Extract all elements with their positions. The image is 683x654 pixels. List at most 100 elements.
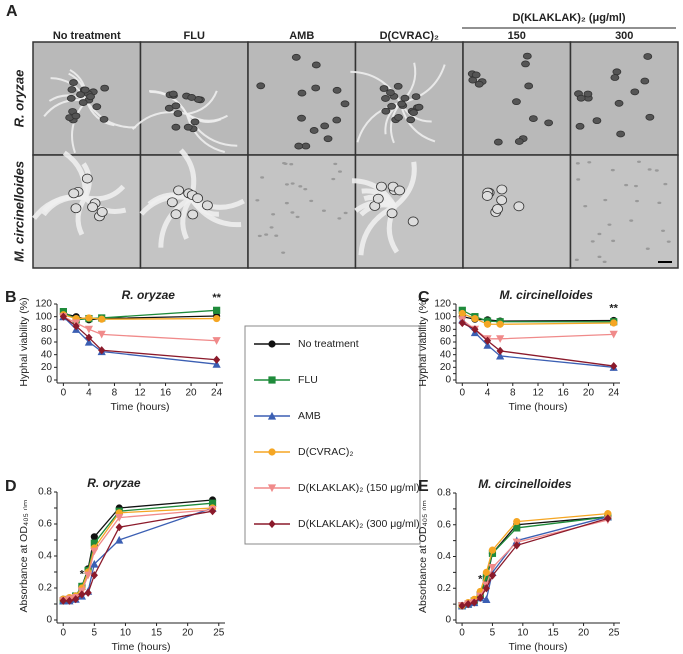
y-tick-label: 0 <box>46 615 52 626</box>
hypha <box>42 194 86 213</box>
spore <box>67 86 77 93</box>
spore <box>381 95 390 102</box>
spore <box>297 114 306 122</box>
spore <box>87 202 98 212</box>
marker <box>513 517 521 526</box>
spore <box>614 99 624 107</box>
x-tick-label: 25 <box>213 628 225 639</box>
spore <box>616 130 626 138</box>
spore <box>630 88 640 96</box>
spore <box>513 201 525 212</box>
marker <box>98 346 106 355</box>
x-tick-label: 10 <box>517 628 529 639</box>
marker <box>85 333 93 342</box>
spore <box>68 188 80 199</box>
x-tick-label: 24 <box>211 388 223 399</box>
series-line <box>461 319 614 368</box>
marker <box>458 318 466 328</box>
series-line <box>461 517 609 607</box>
chart-title: R. oryzae <box>87 476 141 490</box>
spore <box>512 98 521 106</box>
y-tick-label: 0 <box>445 615 451 626</box>
micrograph <box>247 154 357 269</box>
spore <box>633 184 638 188</box>
x-tick-label: 0 <box>460 388 466 399</box>
spore <box>496 195 508 205</box>
marker <box>90 533 98 541</box>
marker <box>496 320 504 328</box>
marker <box>482 573 490 581</box>
marker <box>482 595 491 603</box>
spore <box>337 217 342 220</box>
spore <box>407 216 419 227</box>
spore <box>393 82 403 90</box>
column-header: No treatment <box>53 30 121 42</box>
marker <box>482 568 490 576</box>
legend-marker <box>268 448 276 456</box>
spore <box>394 113 403 121</box>
y-axis-label: Absorbance at OD₄₀₅ ₙₘ <box>18 499 30 612</box>
spore <box>321 209 326 212</box>
spore <box>260 176 265 179</box>
x-axis-label: Time (hours) <box>508 401 567 413</box>
marker <box>115 535 124 544</box>
marker <box>476 593 484 602</box>
x-tick-label: 20 <box>578 628 590 639</box>
spore <box>657 201 662 205</box>
hypha <box>185 113 225 153</box>
spore <box>69 79 78 86</box>
spore <box>343 211 348 215</box>
hypha <box>186 90 218 115</box>
spore <box>521 60 530 68</box>
series-line <box>63 507 213 600</box>
spore <box>173 110 183 117</box>
spore <box>575 162 580 165</box>
spore <box>645 113 655 121</box>
legend-marker <box>268 340 276 348</box>
spore <box>187 209 199 220</box>
spore <box>524 82 534 90</box>
spore <box>610 74 620 81</box>
x-tick-label: 10 <box>120 628 132 639</box>
marker <box>483 336 492 345</box>
panel-label: A <box>6 3 18 20</box>
spore <box>661 229 666 232</box>
spore <box>192 193 204 204</box>
spore <box>291 53 301 61</box>
spore <box>171 123 181 131</box>
spore <box>643 53 653 60</box>
spore <box>187 94 197 101</box>
marker <box>488 571 497 580</box>
spore <box>290 182 295 185</box>
hypha <box>85 100 137 129</box>
spore <box>522 52 532 60</box>
spore <box>303 187 308 191</box>
x-tick-label: 20 <box>182 628 194 639</box>
spore <box>264 233 269 236</box>
x-tick-label: 0 <box>60 628 66 639</box>
panel-label: B <box>5 289 17 306</box>
marker <box>84 337 94 346</box>
marker <box>84 588 92 597</box>
spore <box>583 90 593 98</box>
spore <box>666 240 671 243</box>
marker <box>72 595 80 604</box>
x-tick-label: 0 <box>61 388 67 399</box>
spore <box>284 201 289 205</box>
marker <box>610 361 618 371</box>
series-line <box>63 510 213 602</box>
spore <box>583 204 588 208</box>
spore <box>332 116 342 124</box>
spore <box>597 255 602 259</box>
x-tick-label: 4 <box>485 388 491 399</box>
marker <box>213 306 221 314</box>
spore <box>337 170 342 173</box>
spore <box>640 77 650 85</box>
marker <box>90 571 98 580</box>
spore <box>409 109 418 116</box>
y-tick-label: 0.4 <box>38 551 52 562</box>
series-line <box>63 508 213 602</box>
marker <box>610 319 618 327</box>
spore <box>603 198 608 202</box>
chart-title: M. circinelloides <box>500 288 594 302</box>
